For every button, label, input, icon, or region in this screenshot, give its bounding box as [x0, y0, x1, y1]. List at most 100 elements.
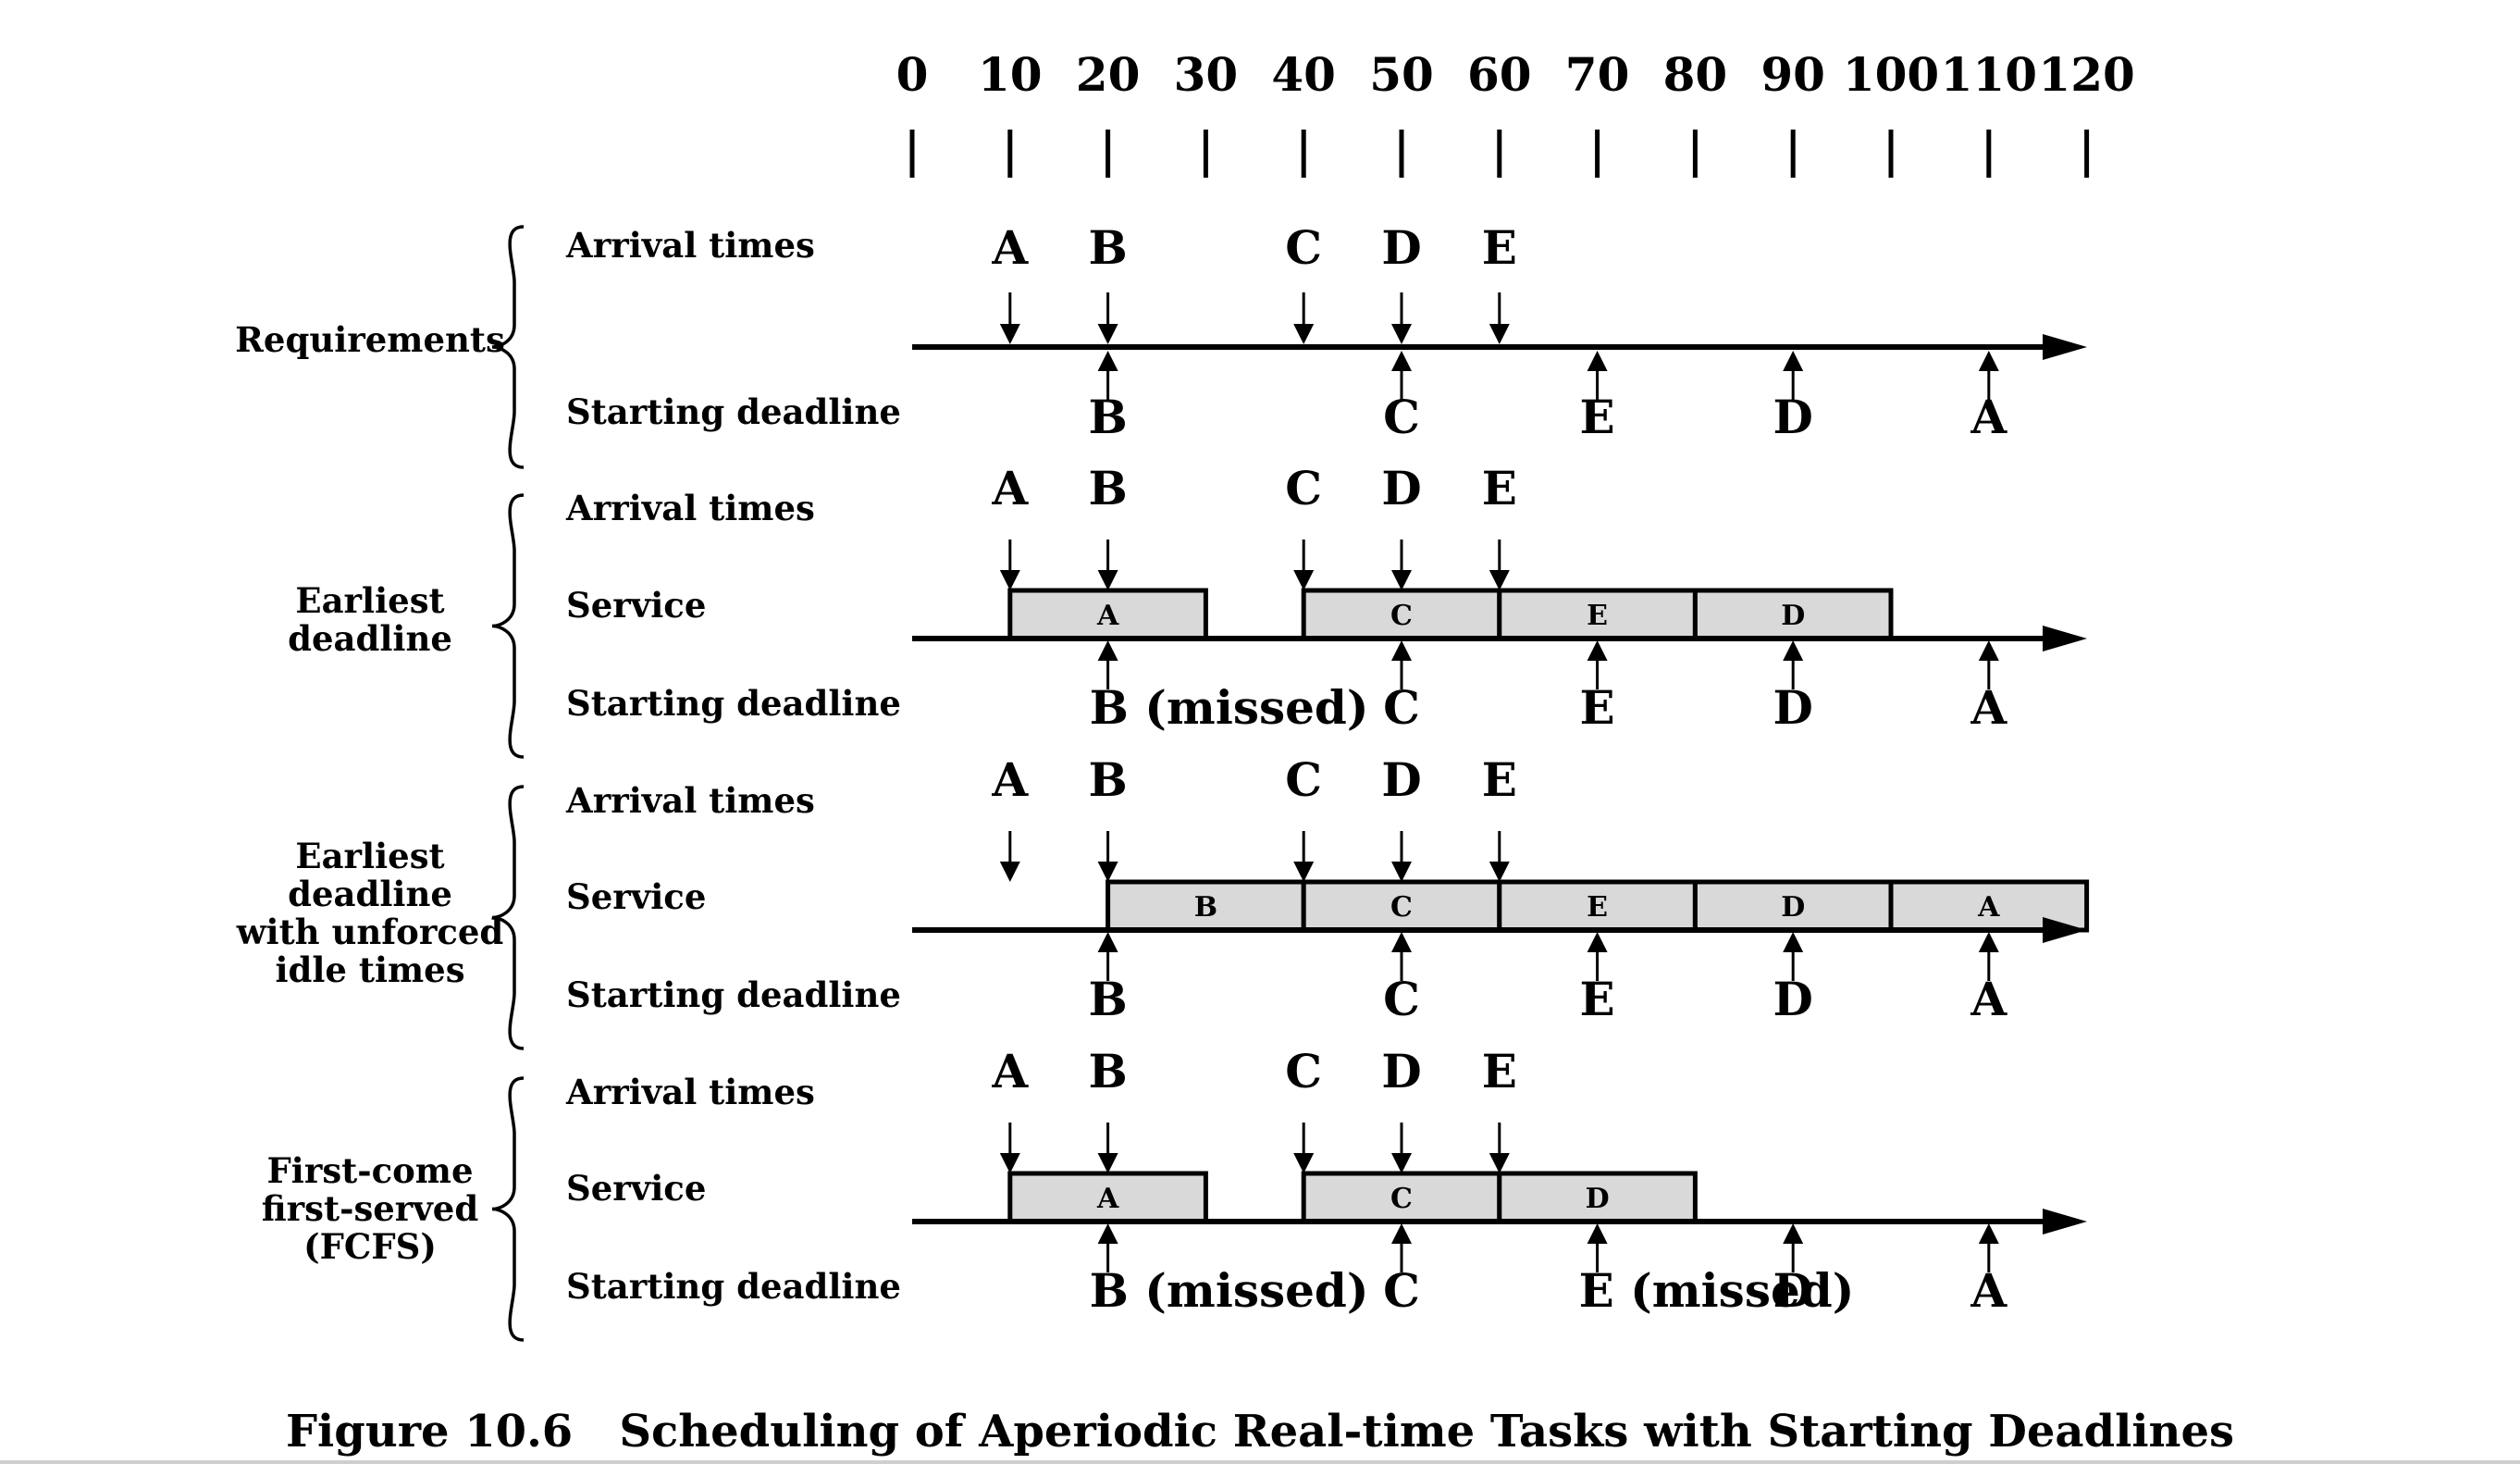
curly-brace — [491, 785, 525, 1050]
row-label-deadline: Starting deadline — [566, 974, 901, 1015]
row-label-arrival: Arrival times — [565, 1072, 815, 1112]
deadline-arrow-head — [1587, 1223, 1608, 1244]
deadline-label: A — [1970, 680, 2007, 735]
deadline-label: D — [1773, 390, 1813, 444]
deadline-E: E — [1580, 640, 1615, 735]
arrival-arrow — [999, 831, 1020, 882]
deadline-label: C — [1383, 1263, 1420, 1318]
group-label-line: (FCFS) — [303, 1226, 437, 1267]
service-bar-A: A — [1007, 1171, 1208, 1224]
arrival-arrow — [999, 1123, 1020, 1173]
arrival-C: C — [1285, 752, 1322, 882]
arrival-A: A — [991, 1044, 1029, 1173]
deadline-D: D — [1773, 640, 1813, 735]
deadline-label: E — [1580, 680, 1615, 735]
deadline-E: E (missed) — [1579, 1223, 1854, 1318]
tick-label-70: 70 — [1565, 47, 1630, 102]
service-box-label: C — [1390, 891, 1413, 924]
deadline-arrow — [1391, 1223, 1412, 1272]
arrival-letter: D — [1381, 461, 1421, 515]
arrival-D: D — [1381, 220, 1422, 344]
service-bar-D: D — [1692, 588, 1894, 641]
deadline-arrow — [1391, 351, 1412, 400]
arrival-arrow — [1391, 540, 1412, 590]
arrival-arrow-head — [1293, 324, 1315, 344]
service-box-label: B — [1194, 891, 1217, 924]
arrival-arrow-head — [1097, 1153, 1118, 1173]
deadline-C: C — [1383, 932, 1420, 1026]
arrival-arrow-head — [1391, 324, 1412, 344]
tick-label-80: 80 — [1663, 47, 1728, 102]
arrival-arrow-head — [1293, 1153, 1315, 1173]
time-scale: 0 10 20 30 40 50 60 70 80 90 100 110 120 — [896, 47, 2135, 178]
service-box-label: A — [1977, 891, 2000, 924]
group-label-line: deadline — [288, 618, 452, 659]
figure-caption: Figure 10.6 Scheduling of Aperiodic Real… — [286, 1406, 2234, 1458]
deadline-arrow-head — [1783, 640, 1804, 661]
arrival-C: C — [1285, 461, 1322, 590]
service-box — [1007, 1171, 1208, 1224]
service-bar-C: C — [1301, 1171, 1502, 1224]
arrival-arrow — [1489, 831, 1510, 882]
service-box — [1692, 879, 1894, 933]
service-box-label: D — [1586, 1183, 1610, 1215]
deadline-A: A — [1970, 351, 2007, 444]
arrival-D: D — [1381, 752, 1422, 882]
deadline-arrow-head — [1097, 1223, 1118, 1244]
time-axis-arrowhead — [2043, 334, 2087, 360]
curly-brace — [491, 225, 525, 469]
deadline-A: A — [1970, 932, 2007, 1026]
time-axis — [912, 334, 2087, 360]
deadline-B: B (missed) — [1090, 1223, 1369, 1318]
arrival-arrow — [1293, 1123, 1315, 1173]
bottom-rule — [0, 1460, 2520, 1464]
service-box-label: C — [1390, 1183, 1413, 1215]
deadline-arrow-head — [1978, 932, 1999, 952]
deadline-C: C — [1383, 351, 1420, 444]
arrival-arrow-head — [1489, 862, 1510, 882]
service-bar-A: A — [1888, 879, 2090, 933]
group-label-line: with unforced — [236, 912, 504, 952]
deadline-arrow — [1391, 932, 1412, 981]
deadline-arrow-head — [1587, 932, 1608, 952]
arrival-E: E — [1482, 1044, 1517, 1173]
arrival-A: A — [991, 461, 1029, 590]
service-box-label: D — [1781, 891, 1805, 924]
deadline-arrow — [1097, 351, 1118, 400]
arrival-arrow-head — [999, 324, 1020, 344]
tick-label-20: 20 — [1076, 47, 1141, 102]
arrival-arrow-head — [1489, 324, 1510, 344]
deadline-arrow — [1783, 1223, 1804, 1272]
deadline-arrow — [1783, 351, 1804, 400]
deadline-label: B — [1088, 972, 1127, 1026]
service-box-label: A — [1096, 600, 1119, 632]
arrival-letter: E — [1482, 461, 1517, 515]
deadline-arrow — [1783, 932, 1804, 981]
row-label-deadline: Starting deadline — [566, 1266, 901, 1307]
deadline-arrow-head — [1587, 640, 1608, 661]
arrival-E: E — [1482, 220, 1517, 344]
deadline-arrow-head — [1391, 351, 1412, 371]
tick-label-100: 100 — [1843, 47, 1939, 102]
deadline-label: B (missed) — [1090, 1263, 1369, 1318]
arrival-letter: E — [1482, 752, 1517, 807]
arrival-arrow — [1391, 292, 1412, 344]
deadline-arrow-head — [1097, 932, 1118, 952]
time-axis — [912, 626, 2087, 651]
deadline-label: B (missed) — [1090, 680, 1369, 735]
service-box — [1497, 1171, 1698, 1224]
arrival-arrow — [1097, 292, 1118, 344]
arrival-letter: C — [1285, 752, 1322, 807]
time-axis-arrowhead — [2043, 626, 2087, 651]
deadline-arrow — [1978, 640, 1999, 689]
deadline-label: C — [1383, 972, 1420, 1026]
arrival-B: B — [1088, 220, 1128, 344]
deadline-arrow-head — [1097, 351, 1118, 371]
service-bar-D: D — [1692, 879, 1894, 933]
group-label-line: Requirements — [235, 319, 505, 360]
arrival-arrow — [1489, 540, 1510, 590]
service-box-label: C — [1390, 600, 1413, 632]
row-label-service: Service — [566, 1168, 706, 1209]
group-label-line: deadline — [288, 874, 452, 914]
tick-label-110: 110 — [1941, 47, 2037, 102]
